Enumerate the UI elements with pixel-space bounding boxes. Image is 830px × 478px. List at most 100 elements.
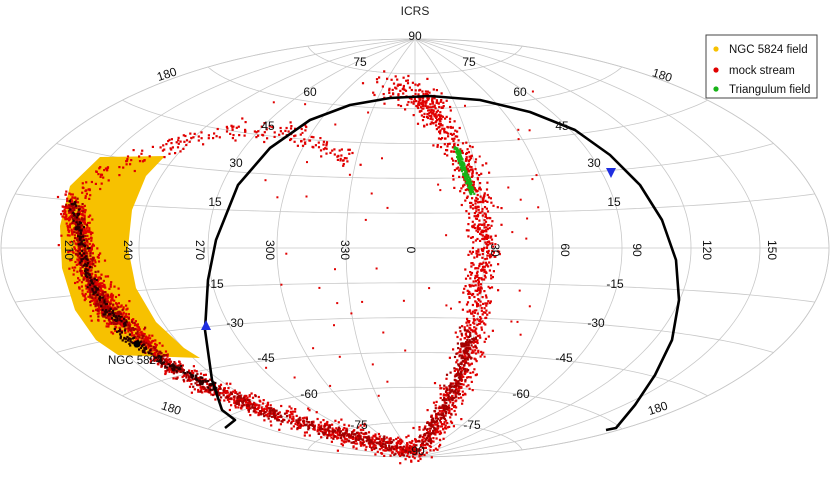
mock-stream-point (343, 423, 346, 426)
mock-stream-point (368, 443, 372, 446)
mock-stream-point (486, 181, 489, 184)
mock-stream-point (439, 132, 442, 135)
mock-stream-point (89, 289, 92, 292)
mock-stream-point (418, 83, 421, 86)
mock-stream-point (126, 327, 129, 330)
mock-stream-point (460, 203, 463, 207)
mock-stream-point (90, 266, 94, 269)
mock-stream-point (213, 132, 216, 135)
mock-stream-point (326, 436, 329, 440)
mock-stream-point (416, 122, 420, 125)
mock-stream-point (460, 383, 463, 386)
mock-stream-point (115, 308, 118, 311)
mock-stream-point (333, 430, 336, 433)
mock-stream-point (440, 117, 443, 121)
mock-stream-point (243, 134, 246, 137)
mock-stream-point (194, 377, 197, 380)
mock-stream-point (199, 372, 203, 375)
mock-stream-point (370, 441, 373, 444)
mock-stream-point (483, 268, 486, 271)
mock-stream-point (177, 367, 180, 370)
mock-stream-point (226, 390, 229, 393)
mock-stream-point (82, 278, 85, 281)
mock-stream-point (406, 79, 409, 82)
mock-stream-point (479, 355, 482, 358)
mock-stream-point (295, 419, 298, 422)
mock-stream-point (419, 434, 422, 438)
mock-stream-point (463, 352, 466, 355)
mock-stream-point (434, 420, 437, 423)
mock-stream-point (481, 269, 484, 272)
mock-stream-point (334, 419, 337, 422)
mock-stream-point (486, 254, 489, 257)
mock-stream-point (225, 125, 228, 128)
mock-stream-point (108, 301, 111, 304)
mock-stream-point (86, 247, 89, 250)
mock-stream-point (248, 394, 251, 397)
mock-stream-point (481, 234, 484, 237)
mock-stream-point (82, 277, 85, 280)
mock-stream-point (303, 434, 306, 437)
longitude-tick-label: 30 (488, 243, 502, 257)
triangulum-field-point (460, 156, 463, 159)
mock-stream-point (107, 318, 110, 321)
mock-stream-point (454, 391, 457, 394)
mock-stream-point (419, 102, 422, 105)
mock-stream-point (454, 396, 457, 399)
triangulum-field-point (461, 160, 464, 163)
mock-stream-point (455, 382, 459, 385)
mock-stream-point (125, 337, 128, 340)
mock-stream-point (474, 331, 477, 334)
mock-stream-point (399, 454, 402, 457)
mock-stream-point (73, 240, 76, 243)
mock-stream-point (326, 423, 329, 426)
mock-stream-point (245, 398, 248, 401)
mock-stream-point (286, 421, 289, 424)
mock-stream-point (116, 330, 119, 333)
mock-stream-point (429, 122, 432, 126)
mock-stream-point (122, 306, 125, 309)
mock-stream-point (408, 449, 411, 452)
mock-stream-point (426, 116, 430, 120)
mock-stream-point (68, 192, 71, 195)
ngc5824-annotation: NGC 5824 (108, 340, 163, 367)
mock-stream-point (204, 378, 207, 381)
mock-stream-point (437, 137, 441, 140)
mock-stream-point (287, 419, 290, 422)
mock-stream-point (176, 146, 180, 149)
mock-stream-point (257, 412, 260, 415)
mock-stream-point (461, 355, 464, 358)
mock-stream-point (302, 420, 305, 423)
mock-stream-point (436, 109, 439, 112)
mock-stream-point (447, 395, 450, 398)
mock-stream-point (426, 443, 429, 446)
mock-stream-point (81, 220, 84, 223)
mock-stream-point (478, 319, 481, 322)
latitude-tick-label: 75 (353, 55, 367, 69)
mock-stream-point (145, 336, 148, 339)
mock-stream-point (166, 353, 169, 356)
mock-stream-point (471, 337, 474, 341)
mock-stream-point (463, 359, 467, 362)
mock-stream-point (389, 447, 392, 450)
mock-stream-point (414, 439, 417, 442)
mock-stream-point (174, 366, 177, 369)
mock-stream-point (476, 255, 479, 258)
mock-stream-point (355, 436, 358, 439)
legend-label-triangulum-field: Triangulum field (729, 84, 810, 96)
mock-stream-point (398, 453, 401, 456)
mock-stream-point (209, 388, 212, 391)
mock-stream-point (79, 205, 82, 208)
mock-stream-point (465, 156, 468, 159)
mock-stream-point (382, 449, 385, 452)
triangulum-field-point (458, 149, 461, 152)
mock-stream-point (88, 189, 91, 192)
mock-stream-point (88, 229, 91, 232)
mock-stream-point (471, 329, 474, 332)
mock-stream-point (399, 445, 402, 449)
mock-stream-point (70, 258, 73, 261)
mock-stream-point (435, 110, 438, 114)
mock-stream-point (434, 407, 437, 410)
mock-stream-point (372, 442, 375, 445)
mock-stream-point (459, 148, 462, 151)
